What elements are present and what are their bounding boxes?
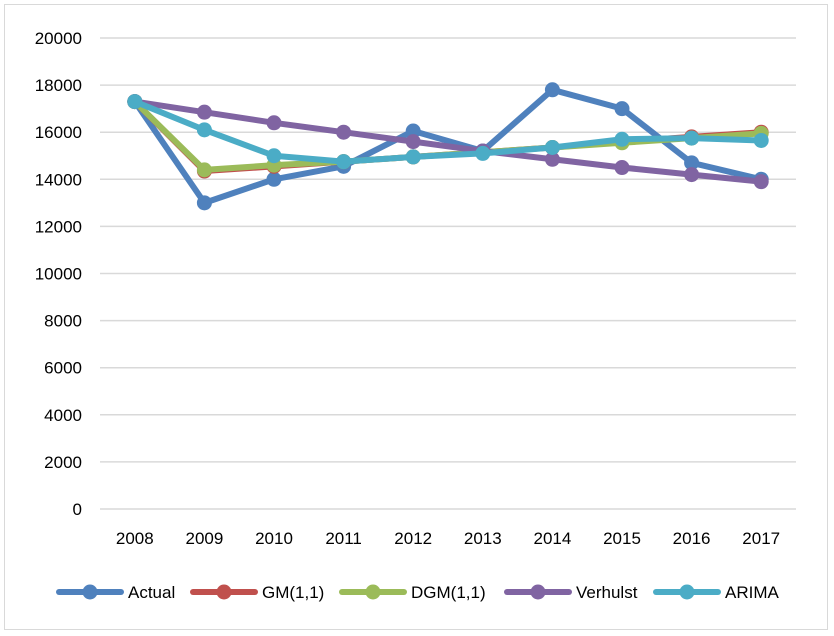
data-point [336, 124, 352, 140]
x-tick-label: 2017 [742, 529, 780, 548]
data-point [336, 154, 352, 170]
legend-marker [679, 584, 695, 600]
y-axis-tick-labels: 0 2000 4000 6000 8000 10000 12000 14000 16000 180… [35, 29, 82, 519]
data-point [684, 155, 700, 171]
legend-item: Verhulst [504, 583, 638, 602]
y-tick-label: 10000 [35, 265, 82, 284]
data-point [405, 134, 421, 150]
y-tick-label: 16000 [35, 123, 82, 142]
data-point [475, 145, 491, 161]
data-point [266, 148, 282, 164]
legend-marker [530, 584, 546, 600]
y-tick-label: 18000 [35, 76, 82, 95]
legend-marker [82, 584, 98, 600]
data-point [196, 162, 212, 178]
series-lines [127, 82, 769, 211]
legend-label: Verhulst [576, 583, 638, 602]
data-point [684, 167, 700, 183]
data-point [753, 132, 769, 148]
data-point [614, 101, 630, 117]
data-point [127, 94, 143, 110]
data-point [196, 195, 212, 211]
data-point [266, 115, 282, 131]
data-point [196, 122, 212, 138]
legend-marker [216, 584, 232, 600]
data-point [614, 160, 630, 176]
x-axis-tick-labels: 2008 2009 2010 2011 2012 2013 2014 2015 2016 2017 [116, 529, 780, 548]
data-point [544, 151, 560, 167]
data-point [196, 104, 212, 120]
x-tick-label: 2016 [673, 529, 711, 548]
y-tick-label: 8000 [44, 312, 82, 331]
x-tick-label: 2014 [533, 529, 571, 548]
data-point [544, 140, 560, 156]
legend-item: Actual [56, 583, 175, 602]
x-tick-label: 2011 [325, 529, 362, 548]
y-tick-label: 20000 [35, 29, 82, 48]
x-tick-label: 2013 [464, 529, 502, 548]
legend-marker [365, 584, 381, 600]
data-point [405, 149, 421, 165]
y-tick-label: 14000 [35, 170, 82, 189]
data-point [684, 130, 700, 146]
legend-label: ARIMA [725, 583, 780, 602]
legend-item: DGM(1,1) [339, 583, 486, 602]
data-point [614, 131, 630, 147]
data-point [544, 82, 560, 98]
x-tick-label: 2009 [185, 529, 223, 548]
y-tick-label: 6000 [44, 359, 82, 378]
legend-label: DGM(1,1) [411, 583, 486, 602]
x-tick-label: 2008 [116, 529, 154, 548]
data-point [405, 123, 421, 139]
legend-item: ARIMA [653, 583, 780, 602]
x-tick-label: 2015 [603, 529, 641, 548]
legend: Actual GM(1,1) DGM(1,1) Verhulst ARIMA [56, 583, 780, 602]
y-tick-label: 12000 [35, 217, 82, 236]
data-point [753, 174, 769, 190]
series-line [131, 98, 765, 165]
legend-label: GM(1,1) [262, 583, 324, 602]
legend-label: Actual [128, 583, 175, 602]
series-line [131, 98, 765, 185]
legend-item: GM(1,1) [190, 583, 324, 602]
x-tick-label: 2010 [255, 529, 293, 548]
x-tick-label: 2012 [394, 529, 432, 548]
y-tick-label: 2000 [44, 453, 82, 472]
y-tick-label: 4000 [44, 406, 82, 425]
series-arima [127, 94, 769, 170]
y-tick-label: 0 [73, 500, 82, 519]
data-point [266, 171, 282, 187]
